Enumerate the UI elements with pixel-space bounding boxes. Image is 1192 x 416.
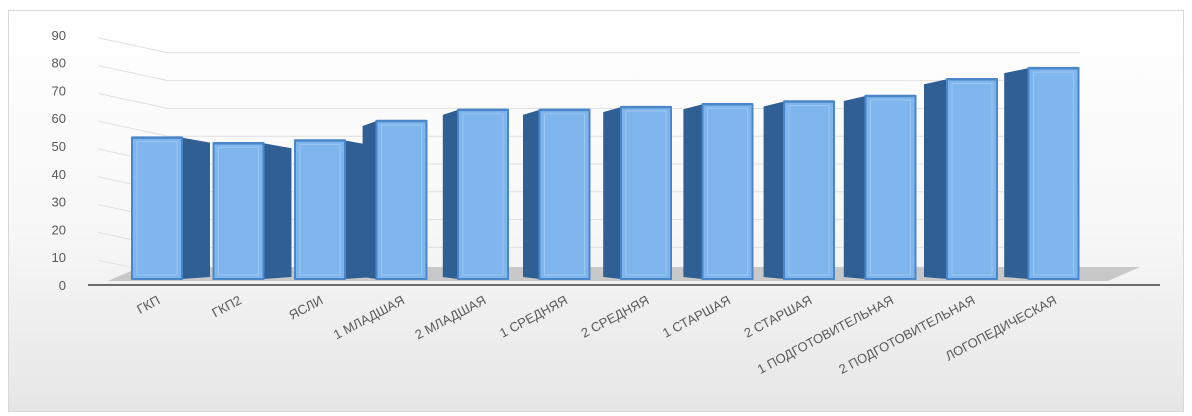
bar-side [442,109,458,279]
bar-front [294,139,346,280]
x-tick-label: 1 СТАРШАЯ [660,292,733,340]
bar-front [538,108,591,280]
bar-side [362,120,377,279]
bar-inner-frame [462,113,504,276]
bar-side [924,79,947,279]
bar [603,105,672,280]
bar-front [131,136,183,280]
bar-inner-frame [870,99,911,276]
bar-side [763,101,784,280]
y-tick-label: 40 [52,167,66,182]
y-tick-label: 30 [52,195,66,210]
bar [843,94,917,280]
bar-inner-frame [1033,71,1074,276]
y-tick-label: 90 [52,28,66,43]
bar-inner-frame [625,110,667,276]
bar-front [1027,67,1080,280]
bar [1004,66,1080,280]
bar-front [620,106,672,280]
bar-inner-frame [951,82,993,276]
bar [763,100,835,280]
bar-side [263,143,292,279]
bar-side [603,107,621,279]
bar [442,108,509,280]
gridline [97,37,1080,54]
x-tick-label: 2 ПОДГОТОВИТЕЛЬНАЯ [836,292,977,377]
y-tick-label: 0 [59,278,66,293]
x-tick-label: ГКП2 [209,292,244,320]
bar-side [523,109,540,279]
bar-front [946,78,998,280]
y-tick-label: 70 [52,83,66,98]
bar [294,139,373,280]
bar-inner-frame [707,107,748,276]
bar-front [864,94,917,280]
bar-side [1004,68,1029,279]
bar-front [375,119,428,281]
x-tick-label: 1 ПОДГОТОВИТЕЛЬНАЯ [755,292,896,377]
bar [924,78,998,280]
x-tick-label: 2 СТАРШАЯ [741,292,814,340]
y-tick-label: 80 [52,56,66,71]
bar-inner-frame [299,143,341,276]
y-axis: 0 10 20 30 40 50 60 70 80 90 [52,28,66,293]
bar-inner-frame [381,124,422,276]
bar [362,119,428,281]
bar-front [212,142,265,280]
x-tick-label: ГКП [134,292,162,316]
bar-side [182,137,210,279]
bar-front [701,103,754,280]
bar [131,136,210,280]
x-axis: ГКП ГКП2 ЯСЛИ 1 МЛАДШАЯ 2 МЛАДШАЯ 1 СРЕДНЯЯ 2 … [88,284,1160,377]
x-tick-label: 1 МЛАДШАЯ [331,292,407,342]
x-tick-label: 2 МЛАДШАЯ [412,292,488,342]
bars [131,66,1080,281]
y-tick-label: 60 [52,111,66,126]
bar-inner-frame [136,141,178,276]
bar-inner-frame [788,105,830,276]
x-tick-label: ЯСЛИ [286,292,325,322]
bar [683,103,754,280]
bar-side [843,95,866,280]
x-tick-label: 1 СРЕДНЯЯ [497,292,570,340]
gridline [97,65,1080,82]
bar-inner-frame [218,146,259,276]
y-tick-label: 10 [52,250,66,265]
x-tick-label: 2 СРЕДНЯЯ [579,292,652,340]
bar-front [457,108,509,280]
bar-side [683,104,703,279]
bar-front [783,100,835,280]
y-tick-label: 20 [52,222,66,237]
bar [523,108,591,280]
bar [212,141,292,280]
y-tick-label: 50 [52,139,66,154]
bar-inner-frame [544,113,585,276]
